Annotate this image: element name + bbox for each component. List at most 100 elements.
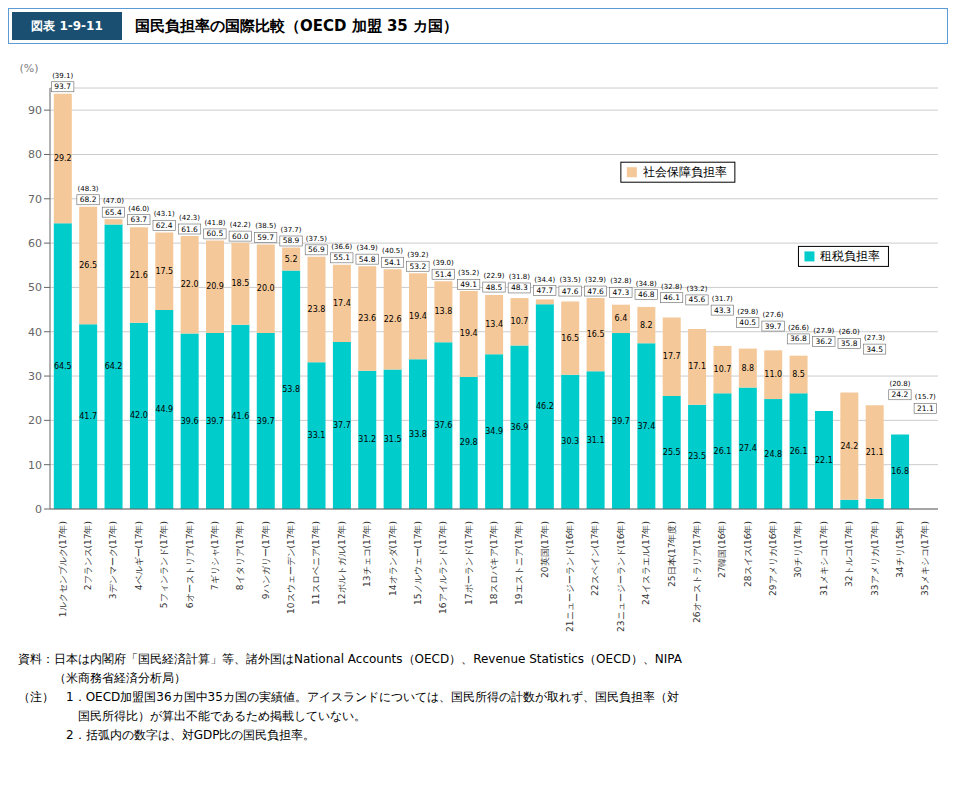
svg-text:31メキシコ(17年): 31メキシコ(17年): [819, 521, 829, 596]
svg-text:(39.1): (39.1): [52, 72, 73, 80]
svg-text:4ベルギー(17年): 4ベルギー(17年): [134, 521, 144, 590]
svg-text:(27.9): (27.9): [813, 327, 834, 335]
svg-text:23.5: 23.5: [688, 452, 706, 461]
svg-text:社会保障負担率: 社会保障負担率: [643, 165, 727, 179]
svg-text:16.5: 16.5: [587, 330, 605, 339]
svg-text:(33.2): (33.2): [686, 285, 707, 293]
svg-text:(%): (%): [19, 62, 38, 75]
svg-text:(42.2): (42.2): [230, 221, 251, 229]
svg-text:40.5: 40.5: [739, 318, 756, 327]
svg-text:27.4: 27.4: [739, 444, 757, 453]
svg-text:(27.6): (27.6): [763, 311, 784, 319]
svg-text:26.1: 26.1: [790, 447, 808, 456]
svg-text:31.1: 31.1: [587, 436, 605, 445]
svg-text:46.2: 46.2: [536, 402, 554, 411]
svg-text:37.6: 37.6: [434, 421, 452, 430]
svg-text:21.1: 21.1: [866, 448, 884, 457]
svg-text:47.6: 47.6: [562, 287, 579, 296]
svg-text:58.9: 58.9: [283, 236, 300, 245]
svg-text:46.1: 46.1: [663, 293, 680, 302]
svg-text:65.4: 65.4: [105, 208, 122, 217]
svg-text:(20.8): (20.8): [889, 380, 910, 388]
svg-text:55.1: 55.1: [333, 253, 350, 262]
svg-text:93.7: 93.7: [54, 82, 71, 91]
svg-text:(31.8): (31.8): [509, 273, 530, 281]
svg-text:5フィンランド(17年): 5フィンランド(17年): [159, 521, 169, 608]
svg-text:(37.5): (37.5): [306, 235, 327, 243]
svg-text:31.2: 31.2: [358, 435, 376, 444]
svg-text:22.6: 22.6: [384, 315, 402, 324]
svg-text:41.6: 41.6: [231, 412, 249, 421]
svg-text:23ニュージーランド(16年): 23ニュージーランド(16年): [616, 521, 626, 632]
svg-text:40: 40: [28, 326, 42, 339]
svg-text:8.2: 8.2: [640, 321, 653, 330]
svg-text:29アメリカ(16年): 29アメリカ(16年): [768, 521, 778, 596]
svg-text:21ニュージーランド(16年): 21ニュージーランド(16年): [565, 521, 575, 632]
svg-text:(39.0): (39.0): [433, 259, 454, 267]
svg-text:19エストニア(17年): 19エストニア(17年): [514, 521, 524, 605]
svg-text:(43.1): (43.1): [154, 210, 175, 218]
svg-text:(33.5): (33.5): [560, 276, 581, 284]
svg-text:60: 60: [28, 237, 42, 250]
svg-text:17.1: 17.1: [688, 362, 706, 371]
svg-text:(34.9): (34.9): [357, 244, 378, 252]
svg-text:20: 20: [28, 414, 42, 427]
svg-text:33アメリカ(17年): 33アメリカ(17年): [870, 521, 880, 596]
svg-text:(36.6): (36.6): [331, 243, 352, 251]
svg-text:80: 80: [28, 148, 42, 161]
svg-text:(42.3): (42.3): [179, 214, 200, 222]
svg-text:(35.2): (35.2): [458, 269, 479, 277]
svg-text:36.8: 36.8: [790, 334, 807, 343]
svg-text:35メキシコ(17年): 35メキシコ(17年): [920, 521, 930, 596]
svg-text:54.8: 54.8: [359, 255, 376, 264]
svg-text:47.6: 47.6: [587, 287, 604, 296]
svg-text:42.0: 42.0: [130, 411, 148, 420]
svg-text:48.3: 48.3: [511, 283, 528, 292]
svg-text:(27.3): (27.3): [864, 334, 885, 342]
svg-text:(26.0): (26.0): [839, 328, 860, 336]
svg-text:(34.4): (34.4): [534, 276, 555, 284]
svg-text:61.6: 61.6: [181, 225, 198, 234]
svg-text:(32.8): (32.8): [661, 283, 682, 291]
svg-text:20.0: 20.0: [257, 284, 275, 293]
svg-text:60.5: 60.5: [207, 229, 224, 238]
svg-text:64.5: 64.5: [54, 362, 72, 371]
svg-text:22スペイン(17年): 22スペイン(17年): [590, 521, 600, 596]
svg-text:20英国(17年): 20英国(17年): [540, 521, 550, 578]
svg-text:47.3: 47.3: [613, 288, 630, 297]
svg-text:6オーストリア(17年): 6オーストリア(17年): [185, 521, 195, 608]
svg-text:37.7: 37.7: [333, 421, 351, 430]
svg-text:17.5: 17.5: [155, 267, 173, 276]
svg-text:8.8: 8.8: [741, 364, 754, 373]
svg-text:(38.5): (38.5): [255, 222, 276, 230]
svg-text:59.7: 59.7: [257, 233, 274, 242]
svg-text:3デンマーク(17年): 3デンマーク(17年): [108, 521, 118, 599]
svg-text:26.5: 26.5: [79, 261, 97, 270]
svg-text:60.0: 60.0: [232, 232, 249, 241]
svg-text:7ギリシャ(17年): 7ギリシャ(17年): [210, 521, 220, 590]
svg-text:30: 30: [28, 370, 42, 383]
svg-text:30.3: 30.3: [561, 437, 579, 446]
svg-text:44.9: 44.9: [155, 405, 173, 414]
svg-text:(34.8): (34.8): [636, 280, 657, 288]
svg-text:31.5: 31.5: [384, 435, 402, 444]
svg-text:5.2: 5.2: [285, 255, 298, 264]
svg-text:45.6: 45.6: [689, 295, 706, 304]
svg-text:49.1: 49.1: [460, 280, 477, 289]
svg-text:16アイルランド(17年): 16アイルランド(17年): [438, 521, 448, 614]
svg-text:64.2: 64.2: [105, 362, 123, 371]
svg-text:36.9: 36.9: [511, 423, 529, 432]
svg-text:6.4: 6.4: [615, 314, 628, 323]
svg-text:39.7: 39.7: [257, 417, 275, 426]
svg-text:11スロベニア(17年): 11スロベニア(17年): [311, 521, 321, 605]
svg-text:10: 10: [28, 459, 42, 472]
svg-text:23.8: 23.8: [308, 305, 326, 314]
svg-text:33.8: 33.8: [409, 430, 427, 439]
svg-text:(37.7): (37.7): [280, 226, 301, 234]
svg-text:18スロバキア(17年): 18スロバキア(17年): [489, 521, 499, 605]
svg-text:39.7: 39.7: [206, 417, 224, 426]
svg-text:(31.7): (31.7): [712, 295, 733, 303]
svg-text:10.7: 10.7: [511, 317, 529, 326]
svg-text:23.6: 23.6: [358, 314, 376, 323]
svg-text:19.4: 19.4: [460, 329, 478, 338]
